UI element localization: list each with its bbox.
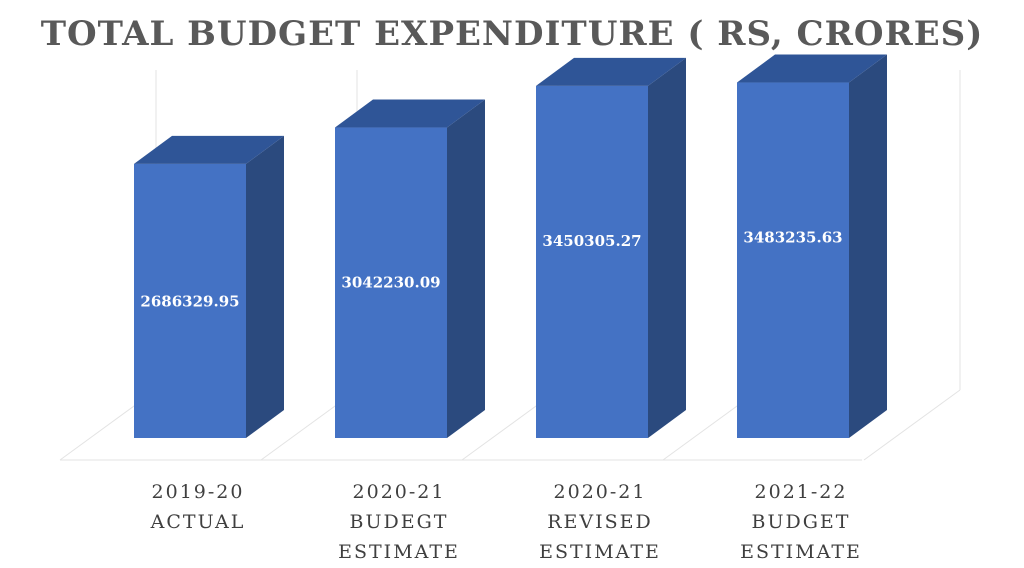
bar-top	[536, 57, 686, 86]
tick-label: ACTUAL	[150, 511, 246, 533]
bar-top	[737, 54, 887, 83]
tick-label: 2020-21	[353, 481, 446, 503]
data-label: 2686329.95	[140, 292, 239, 310]
tick-label: BUDGET	[752, 511, 851, 533]
tick-label: 2020-21	[554, 481, 647, 503]
bar-side	[849, 54, 887, 438]
bar-top	[134, 135, 284, 164]
gridline	[863, 389, 961, 461]
bar-front	[737, 82, 849, 438]
bar-top	[335, 99, 485, 128]
data-label: 3450305.27	[542, 232, 641, 250]
bar-side	[648, 57, 686, 439]
tick-label: REVISED	[547, 511, 653, 533]
tick-label: 2019-20	[152, 481, 245, 503]
data-label: 3042230.09	[341, 274, 440, 292]
bar-side	[246, 135, 284, 439]
bar-4: 3483235.63	[737, 54, 887, 438]
bar-3: 3450305.27	[536, 57, 686, 439]
bar-front	[335, 127, 447, 438]
data-label: 3483235.63	[743, 229, 842, 247]
chart-title: TOTAL BUDGET EXPENDITURE ( RS, CRORES)	[40, 14, 984, 54]
bar-2: 3042230.09	[335, 99, 485, 438]
bar-1: 2686329.95	[134, 135, 284, 439]
bar-front	[134, 163, 246, 439]
tick-label: ESTIMATE	[539, 541, 661, 563]
tick-label: ESTIMATE	[740, 541, 862, 563]
tick-label: ESTIMATE	[338, 541, 460, 563]
tick-label: BUDEGT	[350, 511, 449, 533]
bar-side	[447, 99, 485, 438]
tick-label: 2021-22	[755, 481, 848, 503]
bar-front	[536, 85, 648, 439]
